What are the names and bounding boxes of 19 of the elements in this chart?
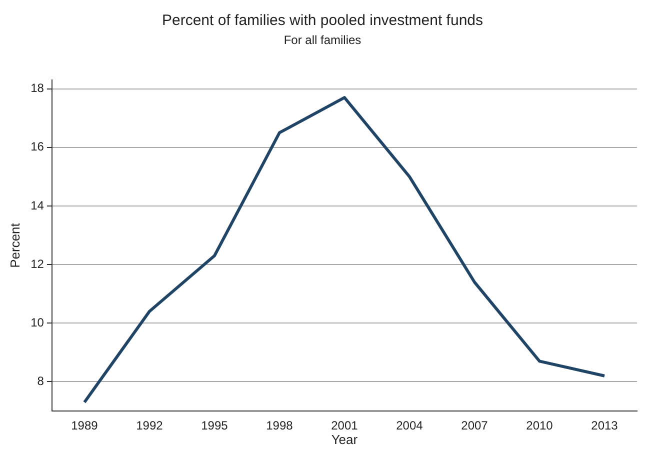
y-tick-label: 14 (30, 198, 44, 212)
x-tick-label: 2013 (591, 418, 618, 433)
x-tick-label: 1998 (266, 418, 294, 433)
chart-subtitle: For all families (282, 33, 362, 47)
y-axis-title: Percent (7, 222, 22, 268)
x-tick-label: 1992 (136, 418, 164, 433)
y-tick-label: 18 (30, 81, 44, 96)
x-tick-label: 2001 (331, 418, 358, 433)
x-tick-label: 2004 (396, 418, 424, 433)
y-tick-label: 8 (37, 374, 44, 388)
x-axis-title: Year (331, 432, 358, 447)
y-tick-label: 10 (30, 315, 44, 330)
x-tick-label: 1995 (201, 418, 228, 433)
y-tick-label: 16 (30, 140, 44, 154)
y-tick-label: 12 (30, 256, 44, 271)
x-tick-label: 1989 (71, 418, 98, 433)
chart-title: Percent of families with pooled investment funds (161, 12, 484, 29)
x-tick-label: 2007 (461, 418, 488, 433)
x-tick-label: 2010 (526, 418, 554, 433)
